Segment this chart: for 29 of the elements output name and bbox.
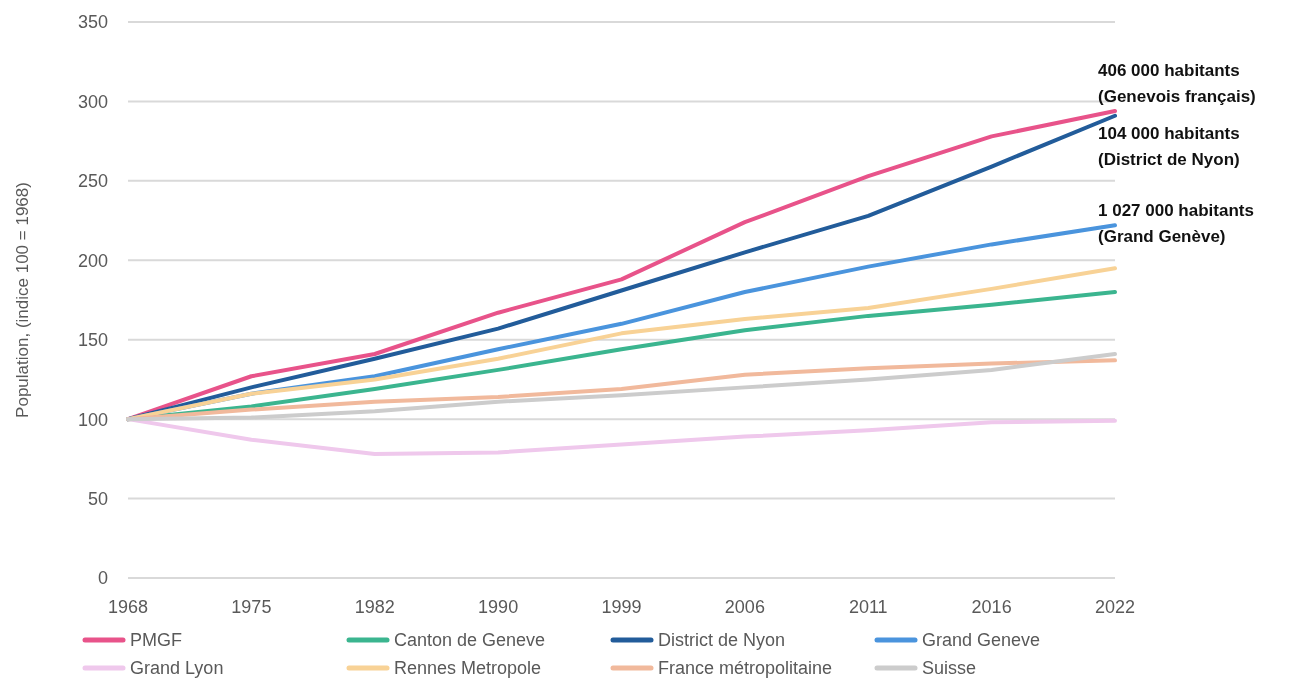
y-axis-title: Population, (indice 100 = 1968) <box>13 182 33 418</box>
x-tick-label: 1975 <box>231 596 272 617</box>
legend-label: Grand Lyon <box>130 657 224 679</box>
legend-label: District de Nyon <box>658 629 786 651</box>
legend-label: Grand Geneve <box>922 629 1041 651</box>
annotation: 104 000 habitants (District de Nyon) <box>1098 123 1240 171</box>
legend-label: PMGF <box>130 629 182 651</box>
legend-label: France métropolitaine <box>658 657 833 679</box>
legend-label: Rennes Metropole <box>394 657 542 679</box>
y-tick-label: 250 <box>77 171 108 192</box>
y-tick-label: 50 <box>87 488 108 509</box>
y-tick-label: 350 <box>77 12 108 33</box>
x-tick-label: 2011 <box>848 596 888 617</box>
y-tick-label: 150 <box>77 330 108 351</box>
annotation: 406 000 habitants (Genevois français) <box>1098 60 1256 108</box>
x-tick-label: 2006 <box>724 596 765 617</box>
x-tick-label: 2022 <box>1094 596 1136 617</box>
y-tick-label: 300 <box>77 91 108 112</box>
y-tick-label: 200 <box>77 250 108 271</box>
y-tick-label: 100 <box>77 409 108 430</box>
x-tick-label: 1968 <box>107 596 149 617</box>
y-tick-label: 0 <box>97 568 108 589</box>
legend-label: Suisse <box>922 657 977 679</box>
x-tick-label: 1990 <box>478 596 519 617</box>
x-tick-label: 1982 <box>354 596 395 617</box>
x-tick-label: 1999 <box>601 596 642 617</box>
annotation: 1 027 000 habitants (Grand Genève) <box>1098 200 1254 248</box>
x-tick-label: 2016 <box>971 596 1012 617</box>
legend-label: Canton de Geneve <box>394 629 546 651</box>
